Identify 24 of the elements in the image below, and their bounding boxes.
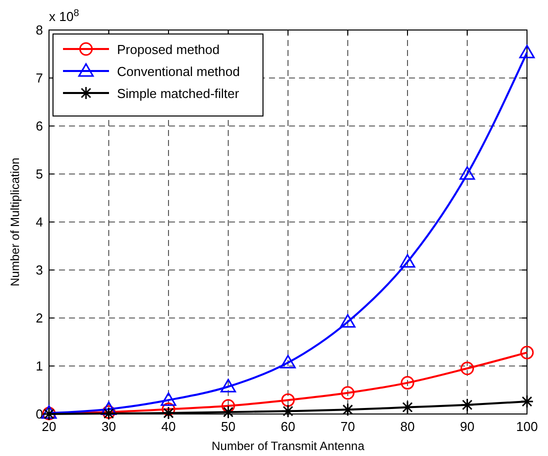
- y-tick-label: 3: [36, 262, 43, 278]
- y-tick-label: 6: [36, 118, 43, 134]
- x-tick-label: 20: [42, 419, 56, 434]
- legend-label: Proposed method: [117, 42, 220, 57]
- legend-label: Conventional method: [117, 64, 240, 79]
- x-axis-title: Number of Transmit Antenna: [212, 439, 365, 453]
- y-tick-label: 2: [36, 310, 43, 326]
- x-tick-label: 30: [102, 419, 116, 434]
- y-tick-label: 0: [36, 406, 43, 422]
- y-tick-label: 1: [36, 358, 43, 374]
- y-tick-label: 4: [36, 214, 43, 230]
- x-tick-label: 50: [221, 419, 236, 434]
- x-tick-label: 90: [460, 419, 474, 434]
- x-tick-label: 40: [161, 419, 176, 434]
- text: x 10$^{8}$: [49, 8, 80, 24]
- legend-label: Simple matched-filter: [117, 86, 240, 101]
- y-axis-title: Number of Multiplication: [8, 158, 22, 286]
- x-tick-label: 100: [516, 419, 538, 434]
- x-tick-label: 60: [280, 419, 296, 434]
- y-tick-label: 7: [36, 70, 43, 86]
- x-tick-label: 70: [340, 419, 355, 434]
- y-tick-label: 8: [36, 22, 43, 38]
- y-tick-label: 5: [36, 166, 43, 182]
- x-tick-label: 80: [400, 419, 415, 434]
